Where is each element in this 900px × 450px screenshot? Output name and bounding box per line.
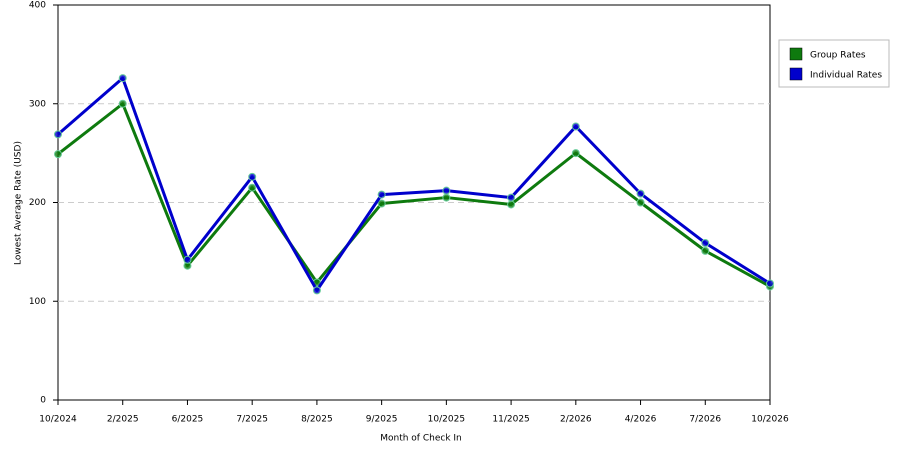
point	[248, 172, 257, 181]
x-tick-label: 11/2025	[492, 415, 529, 425]
x-tick-label: 10/2024	[39, 415, 77, 425]
y-tick-label: 300	[29, 99, 46, 109]
point	[507, 193, 516, 202]
point	[183, 255, 192, 264]
x-tick-label: 10/2025	[428, 415, 465, 425]
y-tick-label: 0	[40, 396, 46, 406]
y-tick-label: 400	[29, 1, 46, 11]
point	[118, 99, 127, 108]
y-tick-label: 100	[29, 297, 46, 307]
x-tick-label: 2/2026	[560, 415, 592, 425]
point	[636, 189, 645, 198]
point	[377, 199, 386, 208]
series-line	[57, 76, 771, 292]
x-axis-title: Month of Check In	[380, 434, 462, 444]
point	[442, 186, 451, 195]
x-tick-label: 9/2025	[366, 415, 398, 425]
y-axis-title: Lowest Average Rate (USD)	[14, 141, 24, 265]
x-tick-label: 10/2026	[751, 415, 789, 425]
x-tick-label: 7/2025	[236, 415, 268, 425]
point	[701, 246, 710, 255]
point	[118, 74, 127, 83]
x-tick-label: 8/2025	[301, 415, 333, 425]
point	[377, 190, 386, 199]
point	[312, 286, 321, 295]
point	[507, 200, 516, 209]
point	[701, 238, 710, 247]
x-tick-label: 6/2025	[172, 415, 204, 425]
point	[442, 193, 451, 202]
point	[766, 279, 774, 288]
point	[571, 149, 580, 158]
legend-swatch	[789, 67, 803, 81]
point	[54, 150, 62, 159]
series-line	[57, 102, 771, 288]
x-tick-label: 4/2026	[625, 415, 657, 425]
legend-label: Individual Rates	[810, 71, 882, 81]
y-tick-label: 200	[29, 198, 46, 208]
legend-label: Group Rates	[810, 51, 866, 61]
point	[636, 198, 645, 207]
point	[54, 130, 62, 139]
x-tick-label: 7/2026	[689, 415, 721, 425]
x-tick-label: 2/2025	[107, 415, 139, 425]
legend-swatch	[789, 47, 803, 61]
point	[571, 122, 580, 131]
point	[248, 183, 257, 192]
